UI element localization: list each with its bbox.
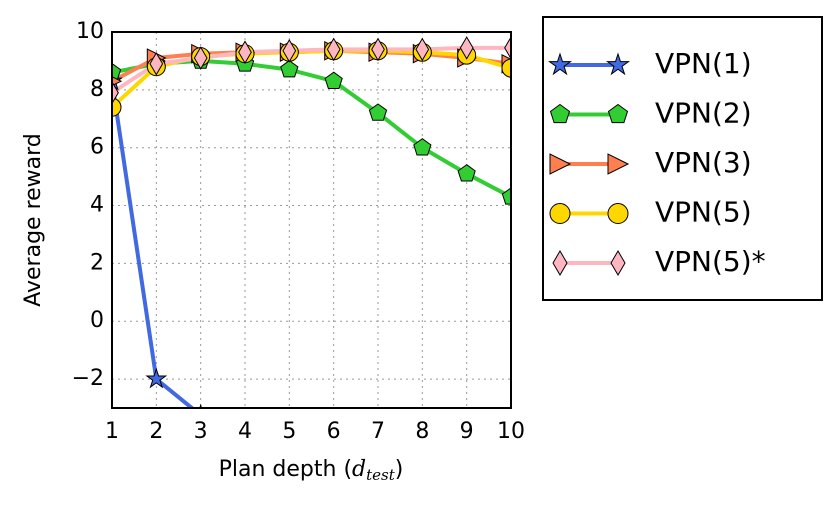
data-point (326, 37, 341, 62)
x-label-var: d (352, 457, 366, 482)
data-point (112, 76, 123, 87)
x-tick-label: 5 (282, 419, 296, 444)
y-tick-label: 6 (90, 135, 104, 160)
data-point (238, 40, 252, 64)
x-label-sub: test (366, 466, 396, 484)
legend-marker (607, 153, 630, 175)
data-point (145, 367, 168, 389)
data-point (459, 36, 474, 60)
x-axis-label: Plan depth (dtest) (219, 457, 404, 484)
y-tick-label: 4 (90, 193, 104, 218)
data-point (371, 37, 385, 62)
legend-marker (549, 203, 571, 224)
legend-label: VPN(2) (655, 97, 752, 130)
x-label-text: Plan depth ( (219, 457, 352, 482)
y-tick-label: 0 (90, 308, 104, 333)
x-label-close: ) (395, 457, 404, 482)
series-line (112, 45, 511, 95)
legend-marker (552, 250, 568, 276)
legend-marker (607, 203, 629, 224)
data-point (368, 103, 388, 121)
data-point (504, 36, 511, 60)
data-point (413, 138, 432, 156)
legend-label: VPN(3) (655, 146, 752, 179)
data-point (282, 39, 297, 63)
data-point (457, 164, 476, 182)
legend-label: VPN(5) (655, 196, 752, 229)
x-tick-label: 6 (327, 419, 341, 444)
x-tick-label: 4 (238, 419, 252, 444)
legend-marker (547, 52, 573, 76)
x-tick-label: 9 (460, 419, 474, 444)
legend-marker (607, 103, 629, 124)
legend-marker (610, 250, 626, 276)
data-point (112, 97, 122, 117)
x-tick-label: 10 (497, 419, 525, 444)
series-line (112, 48, 511, 109)
legend-label: VPN(1) (655, 47, 752, 80)
x-tick-label: 7 (371, 419, 385, 444)
data-point (149, 52, 164, 76)
x-tick-label: 2 (149, 419, 163, 444)
legend-marker (605, 52, 631, 76)
y-axis-label: Average reward (21, 133, 46, 307)
legend-marker (549, 103, 571, 124)
x-tick-label: 1 (105, 419, 119, 444)
plot-frame (111, 31, 512, 409)
data-point (280, 59, 299, 78)
legend-label: VPN(5)* (655, 245, 766, 278)
series-line (112, 58, 511, 199)
data-point (501, 187, 511, 205)
data-point (415, 37, 430, 62)
y-tick-label: −2 (72, 366, 104, 391)
legend-marker (549, 153, 572, 175)
y-tick-label: 2 (90, 250, 104, 275)
data-point (324, 71, 343, 89)
y-tick-label: 8 (90, 77, 104, 102)
y-tick-label: 10 (76, 19, 104, 44)
data-point (112, 62, 122, 81)
plot-area (112, 36, 511, 408)
x-tick-label: 8 (415, 419, 429, 444)
x-tick-label: 3 (194, 419, 208, 444)
data-point (112, 80, 119, 105)
data-point (501, 58, 511, 78)
data-point (193, 46, 208, 70)
